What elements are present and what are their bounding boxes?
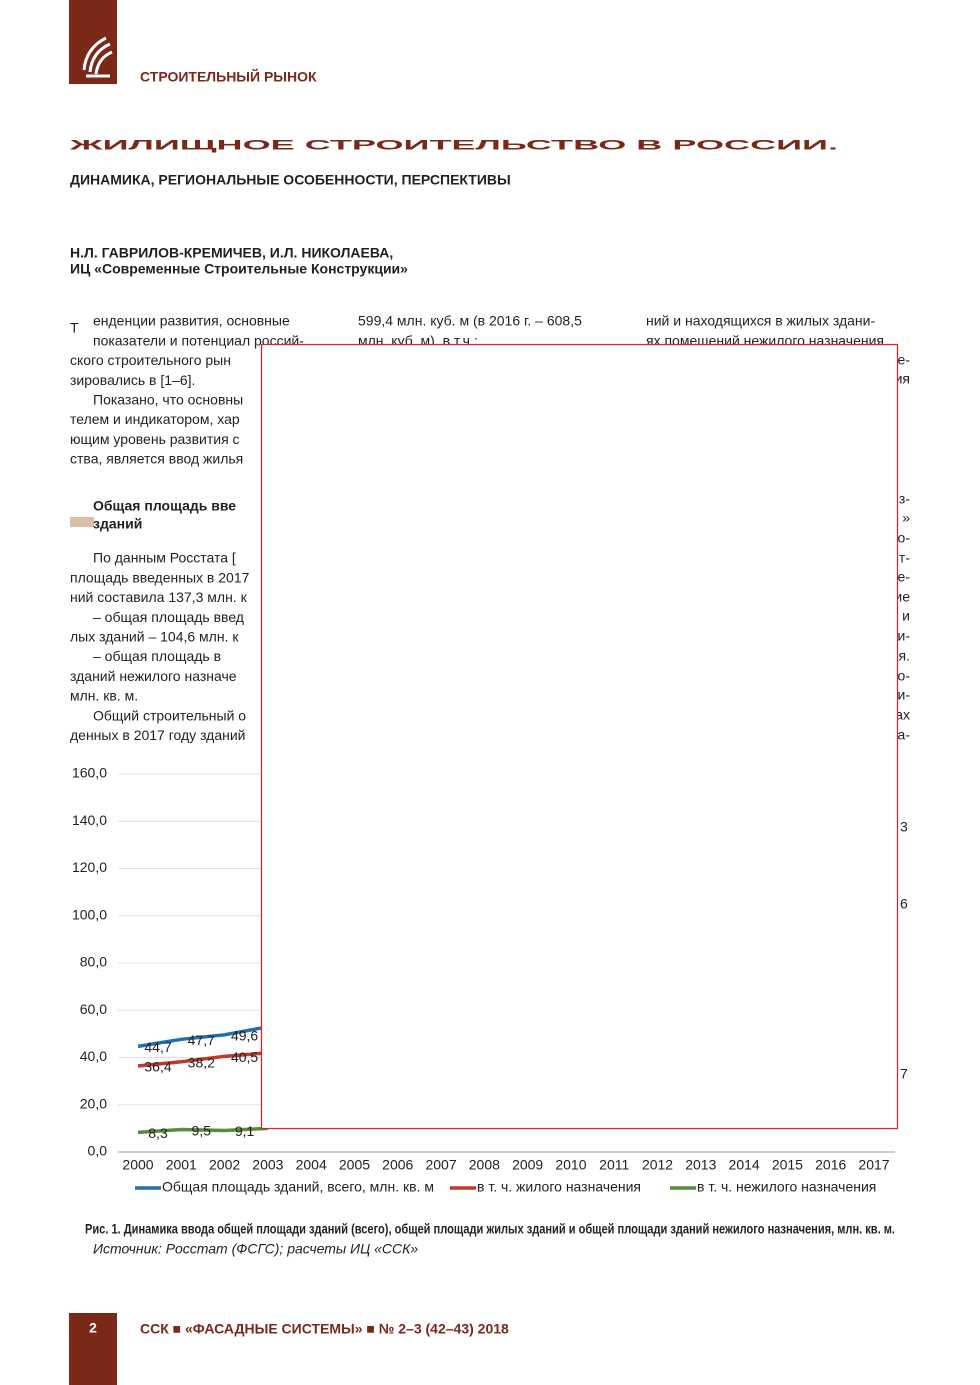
subheading: Общая площадь вве [93, 498, 236, 514]
body-line: ний и находящихся в жилых здани- [646, 313, 875, 329]
x-tick-label: 2017 [858, 1157, 889, 1173]
body-fragment: т- [899, 550, 910, 566]
footer-text: ССК ■ «ФАСАДНЫЕ СИСТЕМЫ» ■ № 2–3 (42–43)… [140, 1321, 509, 1337]
y-tick-label: 80,0 [80, 954, 107, 970]
y-tick-label: 100,0 [72, 906, 107, 922]
body-fragment: е- [898, 352, 911, 368]
series-line [137, 1126, 268, 1135]
body-line: ющим уровень развития с [70, 431, 240, 447]
subheading-bar [70, 517, 94, 527]
x-tick-label: 2010 [555, 1157, 586, 1173]
title: ЖИЛИЩНОЕ СТРОИТЕЛЬСТВО В РОССИИ. [67, 137, 838, 153]
x-tick-label: 2004 [296, 1157, 327, 1173]
series-line [137, 1051, 269, 1068]
overlay-box [260, 343, 899, 1130]
chart: 0,0 20,0 40,0 60,0 80,0 100,0 120,0 140,0 160,0 2… [72, 765, 895, 1195]
legend-label: в т. ч. жилого назначения [477, 1179, 641, 1195]
x-tick-label: 2009 [512, 1157, 543, 1173]
footer-block [69, 1313, 117, 1385]
body-fragment: о- [898, 530, 911, 546]
x-tick-label: 2006 [382, 1157, 413, 1173]
x-tick-label: 2005 [339, 1157, 370, 1173]
value-label: 8,3 [148, 1125, 168, 1141]
value-label: 9,5 [192, 1122, 212, 1138]
x-tick-label: 2003 [252, 1157, 283, 1173]
body-fragment: и- [898, 687, 911, 703]
body-fragment: и- [898, 628, 911, 644]
figure-caption: Рис. 1. Динамика ввода общей площади зда… [85, 1221, 895, 1237]
clipped-label: 7 [900, 1066, 908, 1082]
body-fragment: е- [898, 569, 911, 585]
body-fragment: ах [895, 707, 910, 723]
x-tick-label: 2012 [642, 1157, 673, 1173]
x-tick-label: 2016 [815, 1157, 846, 1173]
x-tick-label: 2008 [469, 1157, 500, 1173]
organization: ИЦ «Современные Строительные Конструкции… [70, 261, 408, 277]
body-line: площадь введенных в 2017 [70, 569, 250, 585]
body-line: По данным Росстата [ [93, 550, 236, 566]
body-line: ства, является ввод жилья [70, 451, 243, 467]
x-tick-label: 2011 [599, 1157, 629, 1173]
body-line: – общая площадь введ [93, 609, 244, 625]
body-fragment: з- [899, 491, 910, 507]
series-line [137, 1025, 269, 1049]
body-fragment: а- [898, 727, 911, 743]
authors: Н.Л. ГАВРИЛОВ-КРЕМИЧЕВ, И.Л. НИКОЛАЕВА, [70, 245, 393, 261]
body-line: ний составила 137,3 млн. к [70, 589, 248, 605]
value-label: 47,7 [188, 1032, 215, 1048]
y-tick-label: 120,0 [72, 859, 107, 875]
value-label: 40,5 [231, 1049, 258, 1065]
figure-source: Источник: Росстат (ФСГС); расчеты ИЦ «СС… [93, 1241, 418, 1257]
y-tick-label: 0,0 [88, 1143, 108, 1159]
value-label: 49,6 [231, 1028, 258, 1044]
drop-cap: Т [70, 320, 79, 336]
clipped-label: 6 [900, 896, 908, 912]
clipped-label: 3 [900, 819, 908, 835]
value-label: 36,4 [144, 1059, 171, 1075]
x-tick-label: 2014 [729, 1157, 760, 1173]
body-fragment: я. [899, 648, 910, 664]
logo-mark [82, 36, 113, 78]
body-line: Общий строительный о [93, 707, 246, 723]
body-line: телем и индикатором, хар [70, 411, 240, 427]
body-line: – общая площадь в [93, 648, 221, 664]
body-fragment: о- [898, 668, 911, 684]
body-line: енденции развития, основные [93, 313, 290, 329]
y-tick-label: 160,0 [72, 765, 107, 781]
body-line: зданий нежилого назначе [70, 668, 237, 684]
subtitle: ДИНАМИКА, РЕГИОНАЛЬНЫЕ ОСОБЕННОСТИ, ПЕРС… [70, 172, 511, 188]
page-number: 2 [89, 1320, 97, 1336]
body-line: млн. кв. м. [70, 688, 138, 704]
y-tick-label: 140,0 [72, 812, 107, 828]
y-tick-label: 40,0 [80, 1048, 107, 1064]
body-line: денных в 2017 году зданий [70, 727, 246, 743]
value-label: 44,7 [144, 1039, 171, 1055]
value-label: 9,1 [235, 1123, 255, 1139]
body-line: Показано, что основны [93, 392, 243, 408]
x-tick-label: 2001 [166, 1157, 197, 1173]
body-line: зировались в [1–6]. [70, 372, 195, 388]
subheading: зданий [93, 516, 142, 532]
body-fragment: » [902, 510, 910, 526]
x-tick-label: 2015 [772, 1157, 803, 1173]
body-fragment: ие [894, 589, 910, 605]
x-tick-label: 2000 [122, 1157, 153, 1173]
y-tick-label: 20,0 [80, 1095, 107, 1111]
body-line: 599,4 млн. куб. м (в 2016 г. – 608,5 [358, 313, 582, 329]
logo-block [69, 0, 117, 84]
body-fragment: ия [895, 371, 910, 387]
x-tick-label: 2002 [209, 1157, 240, 1173]
legend-label: в т. ч. нежилого назначения [697, 1179, 876, 1195]
section: СТРОИТЕЛЬНЫЙ РЫНОК [140, 68, 317, 85]
value-label: 38,2 [188, 1054, 215, 1070]
body-line: показатели и потенциал россий- [93, 332, 304, 348]
legend-label: Общая площадь зданий, всего, млн. кв. м [162, 1179, 434, 1195]
x-tick-label: 2013 [685, 1157, 716, 1173]
body-line: ского строительного рын [70, 352, 231, 368]
body-line: лых зданий – 104,6 млн. к [70, 629, 239, 645]
body-fragment: и [902, 608, 910, 624]
y-tick-label: 60,0 [80, 1001, 107, 1017]
x-tick-label: 2007 [425, 1157, 456, 1173]
